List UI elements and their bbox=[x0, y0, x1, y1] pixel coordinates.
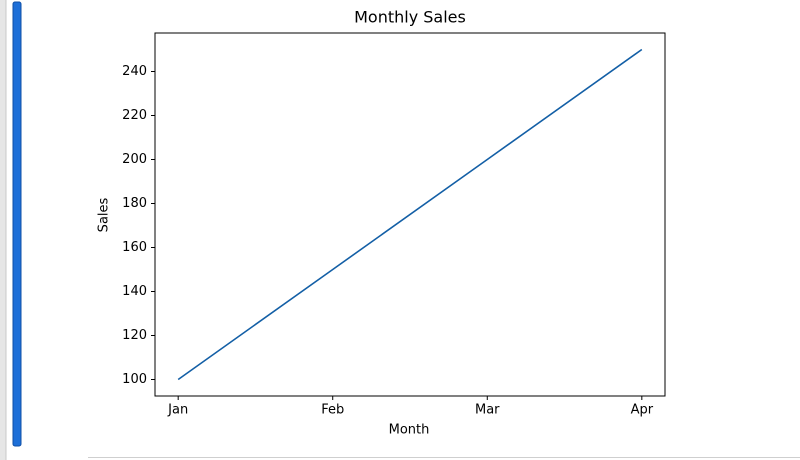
scroll-handle[interactable] bbox=[12, 1, 22, 447]
chart-title: Monthly Sales bbox=[354, 8, 466, 27]
x-tick-label: Feb bbox=[321, 403, 344, 418]
x-tick-label: Apr bbox=[631, 403, 654, 418]
y-tick-label: 120 bbox=[122, 328, 147, 343]
y-tick-label: 200 bbox=[122, 152, 147, 167]
y-tick-label: 140 bbox=[122, 284, 147, 299]
y-tick-label: 180 bbox=[122, 196, 147, 211]
plot-frame bbox=[154, 32, 666, 397]
y-axis-label: Sales bbox=[97, 197, 112, 232]
y-tick-label: 220 bbox=[122, 108, 147, 123]
x-tick-label: Mar bbox=[475, 403, 500, 418]
y-tick-label: 100 bbox=[122, 372, 147, 387]
x-tick-label: Jan bbox=[167, 403, 188, 418]
left-border bbox=[0, 0, 6, 460]
x-axis-label: Month bbox=[389, 423, 430, 438]
data-line bbox=[177, 48, 643, 381]
y-tick-label: 160 bbox=[122, 240, 147, 255]
y-tick-label: 240 bbox=[122, 64, 147, 79]
